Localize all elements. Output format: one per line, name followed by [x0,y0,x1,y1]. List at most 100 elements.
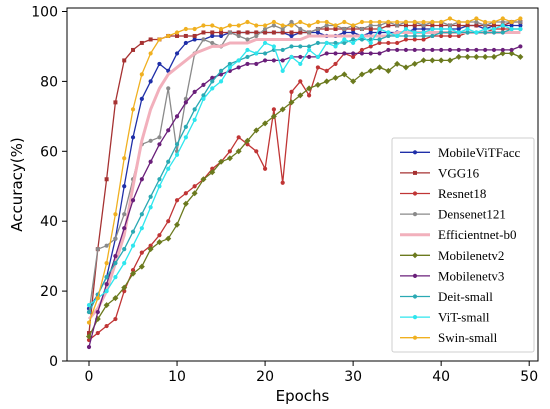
data-point-mobilenetv2 [235,148,242,155]
data-point-mobilenetv2 [174,221,181,228]
data-point-mobilenetv3 [104,282,109,287]
data-point-deit-small [333,40,338,46]
data-point-swin-small [289,23,294,28]
legend-marker-resnet18 [412,191,418,196]
data-point-vit-small [122,261,127,266]
data-point-mobilenetv3 [500,47,505,53]
data-point-swin-small [430,19,435,25]
data-point-mobilenetv2 [244,137,251,144]
plot-frame [66,7,539,362]
legend-label-efficientnet-b0: Efficientnet-b0 [438,227,516,242]
data-point-vit-small [333,44,338,49]
data-point-vit-small [491,26,497,32]
data-point-swin-small [113,212,118,217]
data-point-vgg16 [122,58,127,63]
data-point-swin-small [421,19,426,25]
data-point-vgg16 [245,30,250,35]
data-point-mobilenetv3 [245,61,250,67]
data-point-mobilenetv3 [201,82,206,87]
data-point-mobilenetv2 [341,71,348,78]
data-point-densenet121 [368,23,373,28]
data-point-densenet121 [377,23,382,28]
data-point-mobilenetv2 [262,120,269,127]
data-point-vgg16 [263,30,268,35]
data-point-mobilenetv3 [95,309,100,315]
data-point-swin-small [227,23,232,28]
data-point-vit-small [192,117,197,122]
data-point-vit-small [368,40,373,46]
legend-marker-vit-small [412,315,418,320]
data-point-mobilenetv3 [307,54,312,60]
data-point-swin-small [307,23,312,28]
data-point-resnet18 [227,149,232,154]
legend-label-resnet18: Resnet18 [438,186,486,201]
data-point-mobilenetv3 [139,177,144,182]
data-point-mobilevitfacc [351,30,356,35]
data-point-mobilenetv2 [482,53,489,60]
data-point-vit-small [210,86,215,91]
data-point-mobilenetv3 [447,47,453,53]
data-point-mobilenetv3 [395,47,400,53]
legend-label-densenet121: Densenet121 [438,207,506,222]
data-point-deit-small [104,275,109,280]
data-point-vgg16 [456,23,461,28]
data-point-mobilenetv3 [403,47,409,53]
x-tick-label: 0 [85,369,94,385]
series-vit-small [86,23,523,308]
data-point-mobilenetv2 [218,158,225,165]
data-point-resnet18 [280,180,285,185]
data-point-deit-small [139,212,144,217]
data-point-deit-small [412,33,417,39]
series-mobilenetv2 [86,50,524,340]
data-point-deit-small [210,79,215,84]
data-point-mobilenetv2 [103,302,110,309]
data-point-mobilenetv2 [147,246,154,253]
data-point-deit-small [201,93,206,98]
data-point-mobilenetv2 [323,78,330,85]
data-point-swin-small [174,30,180,35]
data-point-vit-small [245,47,250,53]
data-point-swin-small [483,19,488,25]
data-point-vit-small [307,47,312,53]
y-tick-label: 20 [40,284,58,300]
data-point-vgg16 [403,23,408,28]
data-point-deit-small [218,68,224,74]
data-point-deit-small [359,37,365,42]
data-point-densenet121 [421,23,426,28]
data-point-resnet18 [130,268,136,273]
data-point-vgg16 [236,30,241,35]
data-point-deit-small [148,194,153,199]
data-point-swin-small [166,33,171,39]
data-point-vit-small [439,26,444,32]
data-point-vit-small [271,44,276,49]
data-point-swin-small [491,19,497,25]
data-point-mobilenetv2 [130,270,137,277]
data-point-mobilenetv3 [183,100,188,105]
data-point-mobilenetv3 [254,61,259,67]
data-point-densenet121 [210,40,215,46]
data-point-resnet18 [236,135,241,140]
data-point-swin-small [122,156,127,161]
data-point-densenet121 [447,23,453,28]
data-point-vgg16 [183,33,188,38]
data-point-mobilenetv2 [394,60,401,67]
data-point-mobilenetv2 [508,50,515,57]
data-point-mobilenetv2 [455,53,462,60]
data-point-mobilenetv3 [474,47,479,53]
x-axis: 0 10 20 30 40 50 [85,361,538,385]
data-point-mobilenetv2 [411,60,418,67]
data-point-mobilevitfacc [139,96,144,101]
data-point-vgg16 [148,37,153,42]
data-point-swin-small [333,23,338,28]
data-point-mobilenetv2 [438,57,445,64]
data-point-mobilenetv3 [386,47,391,53]
data-point-vit-small [166,166,171,171]
data-point-resnet18 [289,89,294,94]
data-point-vit-small [421,30,426,35]
data-point-vit-small [157,184,162,189]
data-point-mobilenetv2 [332,74,339,81]
y-tick-label: 80 [40,74,58,90]
data-point-mobilenetv3 [377,51,382,56]
x-tick-label: 30 [344,369,362,385]
data-point-deit-small [403,33,409,39]
